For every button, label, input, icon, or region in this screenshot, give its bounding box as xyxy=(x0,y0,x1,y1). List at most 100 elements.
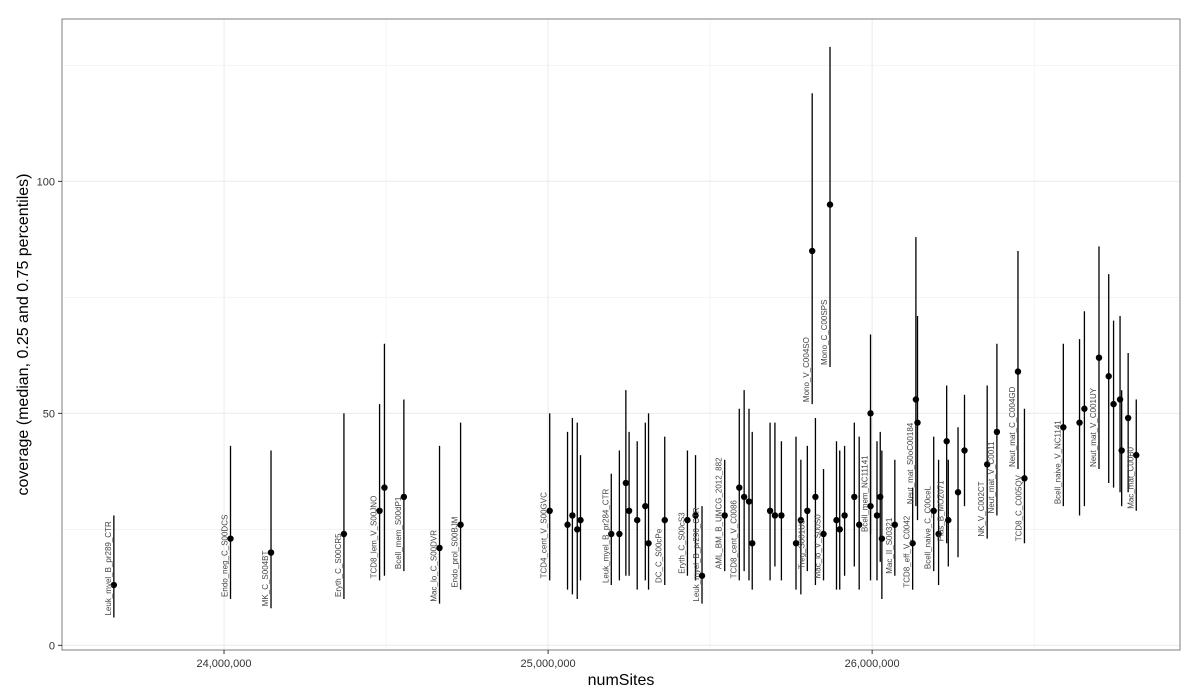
median-point xyxy=(340,530,348,538)
point-label: Bcell_mem_S00dP1 xyxy=(394,496,403,569)
median-point xyxy=(267,549,275,556)
median-point xyxy=(1105,373,1112,380)
median-point xyxy=(891,521,899,528)
median-point xyxy=(771,512,779,519)
point-label: Neut_mat_V_C0011 xyxy=(987,441,996,513)
median-points xyxy=(110,201,1140,589)
median-point xyxy=(820,530,827,538)
median-point xyxy=(698,572,706,579)
median-point xyxy=(684,516,691,524)
point-label: Neut_mat_V_C001UY xyxy=(1089,387,1098,467)
point-label: Bcell_naive_C_C00ceL xyxy=(924,485,933,569)
point-label: TCD8_cent_V_C0086 xyxy=(729,500,738,579)
median-point xyxy=(574,526,581,533)
median-point xyxy=(740,493,748,501)
median-point xyxy=(878,535,886,542)
point-label: Endo_neg_C_S00DCS xyxy=(221,515,230,597)
median-point xyxy=(836,526,843,533)
median-point xyxy=(436,544,443,552)
median-point xyxy=(1060,424,1067,431)
median-point xyxy=(608,530,615,538)
median-point xyxy=(661,516,668,524)
point-label: Plas_B_MOZ071 xyxy=(937,480,946,541)
y-tick-label: 50 xyxy=(43,408,55,420)
median-point xyxy=(1095,354,1103,361)
median-point xyxy=(812,493,819,501)
point-label: Leuk_myel_B_pr289_CTR xyxy=(104,521,113,615)
median-point xyxy=(457,521,464,528)
median-point xyxy=(642,502,649,510)
median-point xyxy=(227,535,234,542)
point-label: Mac_II_S00321 xyxy=(885,517,894,574)
y-tick-label: 0 xyxy=(49,640,55,652)
median-point xyxy=(564,521,571,528)
point-label: TCD8_C_C005QV xyxy=(1014,474,1023,541)
median-point xyxy=(546,507,553,515)
median-point xyxy=(993,428,1001,436)
point-label: Treg_S001U3 xyxy=(797,519,806,569)
grid-lines xyxy=(61,19,1180,650)
median-point xyxy=(634,516,641,524)
median-point xyxy=(1076,419,1083,426)
point-label: DC_C_S00cPe xyxy=(655,528,664,583)
point-label: Eryth_C_S00CR5 xyxy=(334,533,343,597)
x-tick-label: 26,000,000 xyxy=(845,658,900,670)
median-point xyxy=(1124,414,1132,422)
median-point xyxy=(914,419,921,426)
median-point xyxy=(983,461,991,468)
median-point xyxy=(721,512,728,519)
median-point xyxy=(877,493,884,501)
median-point xyxy=(745,498,753,505)
point-label: Mono_C_C00SPS xyxy=(820,300,829,365)
median-point xyxy=(1118,447,1125,454)
median-point xyxy=(1133,451,1140,459)
point-label: Leuk_myel_B_pr290_CTR xyxy=(692,507,701,601)
point-label: Bcell_naive_V_NC1141 xyxy=(1053,420,1062,504)
median-point xyxy=(110,581,118,589)
point-label: Mac_lo_V_S00S0 xyxy=(814,514,823,579)
panel-border xyxy=(61,18,1181,651)
point-label: Mac_mat_C00B0 xyxy=(1126,446,1135,508)
point-label: Leuk_myel_B_pr284_CTR xyxy=(601,489,610,583)
point-label: Eryth_C_S00cS3 xyxy=(677,512,686,574)
median-point xyxy=(376,507,383,515)
median-point xyxy=(851,493,858,501)
x-axis-ticks: 24,000,000 25,000,000 26,000,000 xyxy=(196,650,900,670)
point-label: TCD8_eff_V_C0042 xyxy=(903,515,912,587)
x-tick-label: 24,000,000 xyxy=(196,658,251,670)
median-point xyxy=(381,484,388,491)
point-label: TCD4_cent_V_S00GVC xyxy=(540,492,549,578)
median-point xyxy=(930,507,937,515)
median-point xyxy=(1021,475,1028,482)
median-point xyxy=(855,521,863,528)
point-label: Mac_lo_C_S00DVR xyxy=(430,530,439,602)
median-point xyxy=(808,247,816,255)
median-point xyxy=(935,530,942,538)
median-point xyxy=(912,396,920,403)
point-label: Bcell_mem_NC11141 xyxy=(861,455,870,532)
median-point xyxy=(577,516,584,524)
point-label: AML_BM_B_UMCG_2012_882 xyxy=(715,457,724,569)
median-point xyxy=(400,493,408,501)
point-label: Neut_mat_S0oC00184 xyxy=(906,422,915,504)
median-point xyxy=(943,438,950,445)
point-labels: Leuk_myel_B_pr289_CTR Endo_neg_C_S00DCS MK… xyxy=(104,300,1135,616)
median-point xyxy=(804,507,811,515)
point-label: MK_C_S004BT xyxy=(261,551,270,607)
median-point xyxy=(778,512,785,519)
x-axis-title: numSites xyxy=(588,672,655,689)
median-point xyxy=(569,512,576,519)
median-point xyxy=(1116,396,1124,403)
median-point xyxy=(1014,368,1022,375)
y-axis-title: coverage (median, 0.25 and 0.75 percenti… xyxy=(15,174,32,496)
x-tick-label: 25,000,000 xyxy=(521,658,576,670)
median-point xyxy=(797,516,805,524)
median-point xyxy=(961,447,968,454)
median-point xyxy=(826,201,834,208)
median-point xyxy=(909,540,916,547)
median-point xyxy=(692,512,699,519)
median-point xyxy=(873,512,881,519)
median-point xyxy=(625,507,633,515)
point-label: Mono_V_C004SO xyxy=(802,337,811,402)
